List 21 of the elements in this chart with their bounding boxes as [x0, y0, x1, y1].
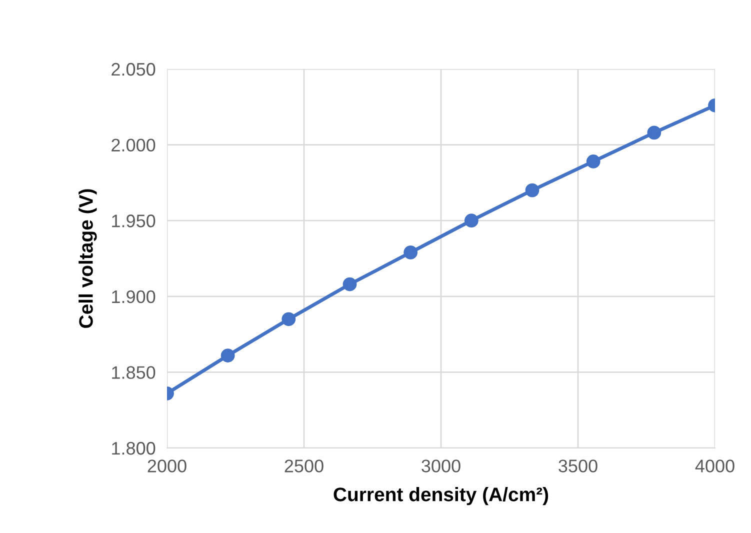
point	[464, 214, 478, 228]
point	[282, 312, 296, 326]
point	[586, 154, 600, 168]
y-tick-label: 2.000	[112, 138, 156, 152]
point	[342, 277, 357, 292]
x-tick-label: 3500	[558, 460, 598, 472]
y-tick-label: 2.050	[112, 62, 156, 76]
x-axis-title: Current density (A/cm²)	[334, 487, 548, 506]
x-tick-label: 4000	[695, 460, 734, 472]
y-tick-label: 1.950	[112, 214, 156, 228]
x-tick-label: 2000	[148, 460, 186, 472]
y-tick-label: 1.850	[112, 366, 156, 379]
point	[220, 348, 235, 362]
point	[647, 126, 662, 140]
y-tick-label: 1.800	[112, 442, 156, 455]
y-tick-label: 1.900	[112, 290, 156, 304]
x-tick-label: 3000	[422, 460, 460, 472]
x-tick-label: 2500	[284, 460, 324, 472]
y-axis-title: Cell voltage (V)	[78, 189, 97, 328]
point	[525, 183, 540, 198]
point	[404, 245, 418, 260]
